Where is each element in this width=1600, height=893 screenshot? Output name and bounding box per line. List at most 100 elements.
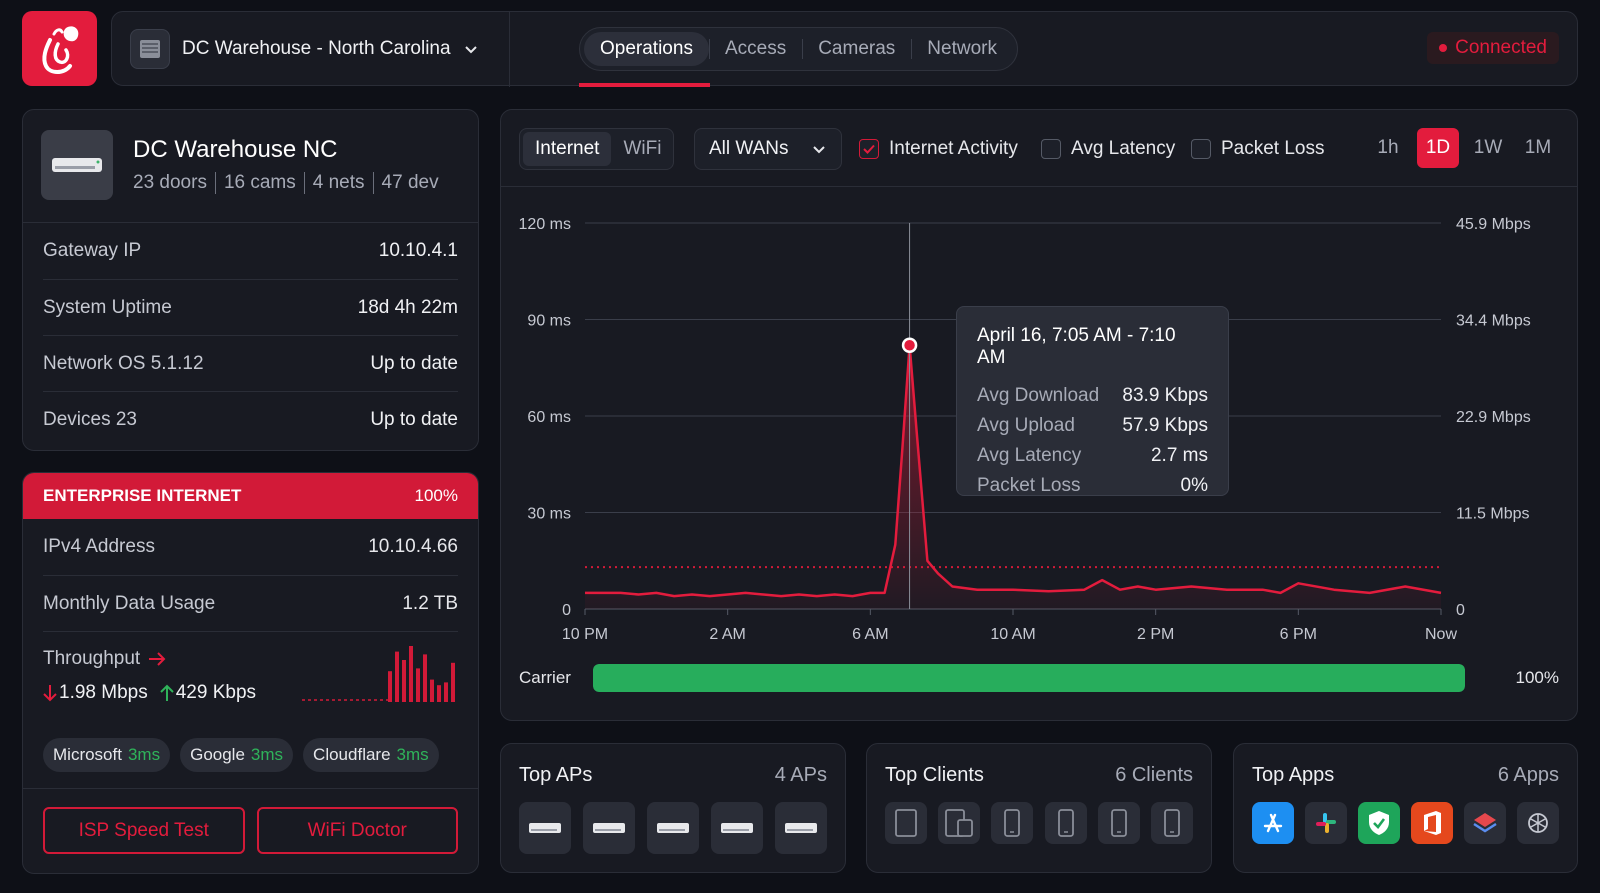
toggle-label: Packet Loss (1221, 138, 1325, 159)
slack-icon[interactable] (1305, 802, 1347, 844)
top-apps-panel: Top Apps 6 Apps (1233, 743, 1578, 873)
device-count: 47 dev (381, 172, 439, 193)
row-label: System Uptime (43, 296, 172, 318)
dns-chip-cloudflare[interactable]: Cloudflare 3ms (303, 738, 439, 772)
uptime-row: System Uptime 18d 4h 22m (43, 279, 458, 335)
panel-title: Top Apps (1252, 764, 1335, 786)
range-1d[interactable]: 1D (1417, 128, 1459, 168)
upload-rate: 429 Kbps (160, 682, 256, 704)
throughput-bar (423, 654, 427, 702)
activity-line (585, 343, 1442, 598)
client-tile[interactable] (1150, 802, 1193, 844)
dns-latency-chips: Microsoft 3ms Google 3ms Cloudflare 3ms (43, 738, 439, 772)
x-tick-label: 10 AM (990, 626, 1035, 643)
tab-cameras[interactable]: Cameras (802, 32, 911, 66)
chart-toolbar: Internet WiFi All WANs Internet Activity… (519, 128, 1559, 170)
internet-activity-panel: Internet WiFi All WANs Internet Activity… (500, 109, 1578, 721)
site-name: DC Warehouse - North Carolina (182, 38, 451, 59)
phone-icon (1057, 809, 1074, 837)
tab-operations[interactable]: Operations (584, 32, 709, 66)
tooltip-value: 57.9 Kbps (1122, 415, 1208, 436)
access-point-icon (785, 823, 817, 833)
brand-logo[interactable] (22, 11, 97, 86)
hover-point[interactable] (901, 337, 918, 353)
tab-network[interactable]: Network (911, 32, 1013, 66)
carrier-percent: 100% (1515, 668, 1559, 687)
toggle-packet-loss[interactable]: Packet Loss (1191, 128, 1325, 170)
throughput-bar (402, 660, 406, 702)
x-tick-label: 2 PM (1137, 626, 1174, 643)
data-usage-row: Monthly Data Usage 1.2 TB (43, 575, 458, 631)
panel-count: 4 APs (774, 764, 827, 786)
client-tile[interactable] (1044, 802, 1087, 844)
wifi-doctor-button[interactable]: WiFi Doctor (256, 807, 458, 854)
ap-tiles (519, 802, 827, 854)
dns-chip-microsoft[interactable]: Microsoft 3ms (43, 738, 171, 772)
chip-latency: 3ms (396, 745, 429, 764)
site-title: DC Warehouse NC (133, 136, 338, 163)
y-right-tick-label: 34.4 Mbps (1456, 313, 1531, 330)
shield-app-icon[interactable] (1358, 802, 1400, 844)
camera-count: 16 cams (223, 172, 296, 193)
upload-value: 429 Kbps (175, 682, 257, 703)
tooltip-value: 2.7 ms (1150, 445, 1208, 466)
segment-wifi[interactable]: WiFi (623, 138, 662, 159)
client-tile[interactable] (1097, 802, 1140, 844)
client-tile[interactable] (938, 802, 981, 844)
site-selector[interactable]: DC Warehouse - North Carolina (130, 29, 479, 69)
network-os-row: Network OS 5.1.12 Up to date (43, 335, 458, 391)
access-point-icon (657, 823, 689, 833)
ap-tile[interactable] (519, 802, 571, 854)
toggle-internet-activity[interactable]: Internet Activity (859, 128, 1018, 170)
ap-tile[interactable] (711, 802, 763, 854)
download-value: 1.98 Mbps (59, 682, 148, 703)
ap-tile[interactable] (775, 802, 827, 854)
carrier-bar-fill (593, 664, 1465, 692)
throughput-bar (444, 682, 448, 702)
throughput-bar (388, 671, 392, 702)
app-store-icon[interactable] (1252, 802, 1294, 844)
app-tiles (1252, 802, 1559, 844)
chip-label: Microsoft (53, 745, 122, 764)
toggle-label: Avg Latency (1071, 138, 1176, 159)
layers-app-icon[interactable] (1464, 802, 1506, 844)
ap-tile[interactable] (583, 802, 635, 854)
ap-tile[interactable] (647, 802, 699, 854)
arrow-down-icon (43, 685, 57, 702)
range-1h[interactable]: 1h (1377, 137, 1399, 158)
range-1m[interactable]: 1M (1524, 137, 1552, 158)
wan-select[interactable]: All WANs (694, 128, 842, 170)
interface-segmented-control: Internet WiFi (519, 128, 674, 170)
panel-count: 6 Apps (1497, 764, 1559, 786)
enterprise-internet-panel: ENTERPRISE INTERNET 100% IPv4 Address 10.… (22, 472, 479, 874)
panel-count: 6 Clients (1115, 764, 1193, 786)
tooltip-row: Avg Upload 57.9 Kbps (977, 411, 1208, 441)
dns-chip-google[interactable]: Google 3ms (180, 738, 294, 772)
isp-speed-test-button[interactable]: ISP Speed Test (43, 807, 245, 854)
openai-icon[interactable] (1517, 802, 1559, 844)
row-value: Up to date (370, 408, 458, 430)
wan-select-value: All WANs (709, 138, 789, 159)
gateway-device-icon (41, 130, 113, 200)
phone-icon (1004, 809, 1021, 837)
arrow-right-icon (149, 652, 166, 666)
toggle-avg-latency[interactable]: Avg Latency (1041, 128, 1175, 170)
tooltip-title: April 16, 7:05 AM - 7:10 AM (977, 325, 1176, 368)
row-value: 1.2 TB (402, 592, 458, 614)
divider (23, 788, 478, 789)
connection-status-badge: Connected (1427, 32, 1559, 64)
office-icon[interactable] (1411, 802, 1453, 844)
internet-activity-chart[interactable]: 0 0 30 ms 11.5 Mbps 60 ms 22.9 Mbps 90 ms 34.4 … (501, 187, 1577, 657)
chevron-down-icon (813, 146, 825, 154)
client-tile[interactable] (991, 802, 1034, 844)
y-right-tick-label: 0 (1456, 602, 1465, 619)
panel-title: Top Clients (885, 764, 984, 786)
client-tile[interactable] (885, 802, 927, 844)
tab-access[interactable]: Access (708, 32, 802, 66)
main-tabs: Operations Access Cameras Network (579, 27, 1018, 71)
site-stats: 23 doors 16 cams 4 nets 47 dev (133, 172, 439, 194)
range-1w[interactable]: 1W (1473, 137, 1503, 158)
throughput-link[interactable]: Throughput (43, 648, 166, 670)
status-dot-icon (1439, 44, 1448, 52)
segment-internet[interactable]: Internet (523, 132, 612, 166)
